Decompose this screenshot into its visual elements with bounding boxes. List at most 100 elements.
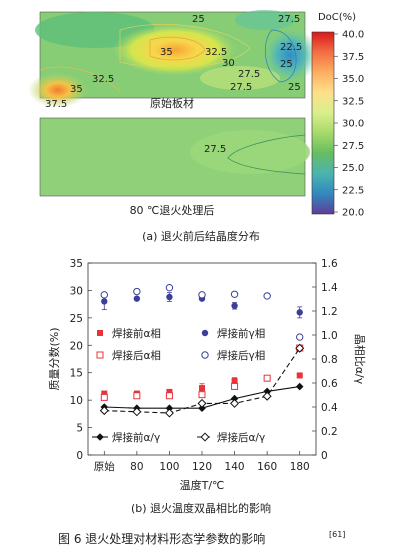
map-annealed: 27.5 80 ℃退火处理后	[39, 117, 310, 217]
data-point	[165, 283, 174, 292]
data-point	[198, 291, 206, 299]
x-tick-label: 140	[225, 461, 245, 473]
data-point	[165, 392, 173, 400]
colorbar-tick-label: 30.0	[342, 119, 364, 130]
data-point	[100, 291, 108, 299]
y-tick-label: 0	[76, 450, 83, 462]
y2-tick-label: 0.2	[321, 426, 338, 438]
data-point	[164, 408, 174, 418]
data-point	[99, 406, 109, 416]
data-point	[133, 287, 141, 296]
data-point	[101, 390, 108, 397]
data-point	[263, 292, 271, 300]
colorbar-tick-label: 35.0	[342, 74, 364, 85]
data-point	[230, 290, 239, 298]
colorbar-tick-label: 25.0	[342, 163, 364, 174]
data-point	[100, 393, 108, 401]
y-tick-label: 25	[70, 313, 83, 325]
y-tick-label: 5	[76, 423, 83, 435]
contour-label: 25	[288, 82, 301, 93]
data-point	[231, 382, 239, 390]
data-point	[231, 302, 238, 309]
data-point	[101, 298, 108, 305]
colorbar: DoC(%) 40.0 37.5 35.0 32.5 30.0 27.5 25.0 22.5 2…	[311, 12, 364, 219]
data-point	[199, 385, 205, 392]
data-point	[296, 372, 303, 379]
y2-tick-label: 0.4	[321, 402, 338, 414]
map-original: 25 27.5 35 32.5 30 27.5 22.5 25 35 32.5 …	[28, 10, 318, 110]
map-original-label: 原始板材	[150, 96, 194, 110]
colorbar-tick-label: 37.5	[342, 52, 364, 63]
legend-item: 焊接前γ相	[201, 327, 265, 340]
y2-tick-label: 0.6	[321, 378, 338, 390]
legend-item: 焊接后α相	[96, 349, 161, 362]
annealing-chart: 0 5 10 15 20 25 30 35 0 0.2 0.4 0.6 0.8 1.0 1.2 1.4 1.6…	[48, 258, 366, 492]
contour-label: 25	[280, 59, 293, 70]
legend-label: 焊接前α/γ	[112, 431, 160, 444]
x-axis-label: 温度T/℃	[180, 478, 225, 492]
figure-caption-group: 图 6 退火处理对材料形态学参数的影响 [61]	[58, 530, 345, 546]
data-point	[165, 404, 174, 412]
y2-tick-label: 0.8	[321, 354, 338, 366]
data-point	[230, 394, 239, 403]
data-point	[295, 382, 304, 391]
panel-b-caption: (b) 退火温度双晶相比的影响	[131, 501, 271, 515]
legend-marker	[97, 330, 103, 336]
y-tick-label: 10	[70, 395, 83, 407]
legend-label: 焊接后α/γ	[217, 431, 265, 444]
legend-marker	[201, 329, 209, 337]
y2-tick-label: 1.0	[321, 330, 338, 342]
legend-marker	[200, 432, 210, 442]
legend-item: 焊接前α相	[97, 327, 161, 340]
original-contour-labels: 25 27.5 35 32.5 30 27.5 22.5 25 35 32.5 …	[45, 14, 302, 110]
legend-label: 焊接前γ相	[217, 327, 265, 340]
x-tick-label: 160	[257, 461, 277, 473]
contour-label: 32.5	[92, 74, 114, 85]
data-point	[296, 333, 304, 341]
y2-tick-label: 1.2	[321, 306, 338, 318]
legend-item: 焊接后α/γ	[197, 431, 265, 444]
data-point	[166, 388, 173, 395]
legend-item: 焊接前α/γ	[92, 431, 160, 444]
contour-label: 35	[160, 47, 173, 58]
figure-reference: [61]	[329, 530, 345, 539]
data-point	[133, 392, 141, 400]
contour-label: 27.5	[278, 14, 300, 25]
y-tick-label: 15	[70, 368, 83, 380]
x-tick-label: 120	[192, 461, 212, 473]
legend-marker	[201, 351, 209, 359]
y2-tick-label: 1.6	[321, 258, 338, 270]
data-point	[231, 377, 238, 384]
contour-label: 35	[70, 84, 83, 95]
contour-label: 30	[222, 58, 235, 69]
data-point	[198, 404, 206, 412]
data-point	[132, 407, 142, 417]
contour-label: 27.5	[238, 69, 260, 80]
y-axis-label: 质量分数(%)	[48, 327, 61, 390]
data-point	[296, 309, 303, 316]
y-tick-label: 20	[70, 340, 83, 352]
legend-label: 焊接后γ相	[217, 349, 265, 362]
colorbar-title: DoC(%)	[318, 12, 356, 23]
legend-marker	[96, 351, 104, 359]
y-tick-label: 30	[70, 285, 83, 297]
colorbar-tick-label: 22.5	[342, 185, 364, 196]
contour-label: 32.5	[205, 47, 227, 58]
panel-a-caption: (a) 退火前后结晶度分布	[142, 229, 260, 243]
contour-label: 37.5	[45, 99, 67, 110]
colorbar-tick-label: 20.0	[342, 208, 364, 219]
data-point	[295, 343, 305, 353]
colorbar-tick-label: 27.5	[342, 141, 364, 152]
figure-caption: 图 6 退火处理对材料形态学参数的影响	[58, 531, 265, 546]
contour-label: 22.5	[280, 42, 302, 53]
colorbar-bar	[311, 31, 335, 215]
legend-item: 焊接后γ相	[201, 349, 265, 362]
contour-label: 27.5	[204, 144, 226, 155]
x-tick-label: 原始	[94, 460, 115, 473]
y2-axis-label: 晶相比α/γ	[353, 334, 366, 385]
y2-tick-label: 1.4	[321, 282, 338, 294]
data-point	[230, 398, 240, 408]
legend-marker	[96, 433, 104, 441]
contour-label: 25	[192, 14, 205, 25]
